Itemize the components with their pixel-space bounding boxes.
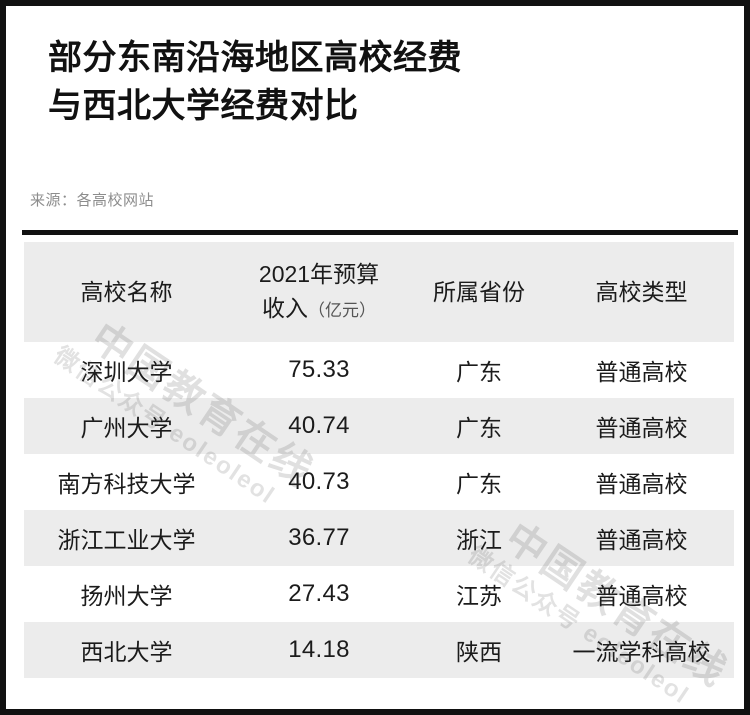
- table-header-row: 高校名称 2021年预算 收入（亿元） 所属省份 高校类型: [24, 242, 734, 342]
- page-title: 部分东南沿海地区高校经费 与西北大学经费对比: [48, 34, 688, 130]
- column-header-value-line2: 收入（亿元）: [229, 291, 409, 328]
- page-inner: 部分东南沿海地区高校经费 与西北大学经费对比 来源：各高校网站 高校名称 202…: [6, 6, 744, 709]
- cell-province: 浙江: [456, 527, 502, 553]
- cell-value: 40.73: [288, 468, 350, 495]
- cell-province: 陕西: [456, 639, 502, 665]
- column-header-value-line1: 2021年预算: [258, 260, 380, 287]
- cell-name: 西北大学: [80, 639, 173, 665]
- cell-type: 一流学科高校: [572, 639, 711, 665]
- column-header-name: 高校名称: [80, 279, 173, 305]
- cell-name: 扬州大学: [80, 583, 173, 609]
- cell-province: 广东: [456, 359, 502, 385]
- cell-value: 75.33: [288, 356, 350, 383]
- cell-province: 江苏: [456, 583, 502, 609]
- cell-type: 普通高校: [595, 583, 688, 609]
- data-table: 高校名称 2021年预算 收入（亿元） 所属省份 高校类型 深圳大学 75.33…: [24, 242, 734, 678]
- table-row: 扬州大学 27.43 江苏 普通高校: [24, 566, 734, 622]
- table-row: 西北大学 14.18 陕西 一流学科高校: [24, 622, 734, 678]
- column-header-value-unit: （亿元）: [308, 300, 376, 320]
- cell-name: 深圳大学: [80, 359, 173, 385]
- cell-value: 14.18: [288, 636, 350, 663]
- title-divider: [22, 230, 738, 235]
- column-header-value-text: 收入: [262, 294, 308, 321]
- table-row: 南方科技大学 40.73 广东 普通高校: [24, 454, 734, 510]
- cell-province: 广东: [456, 471, 502, 497]
- title-line-1: 部分东南沿海地区高校经费: [48, 39, 462, 77]
- cell-name: 浙江工业大学: [57, 527, 196, 553]
- title-line-2: 与西北大学经费对比: [48, 87, 359, 125]
- cell-type: 普通高校: [595, 359, 688, 385]
- source-note: 来源：各高校网站: [30, 192, 155, 209]
- table-row: 广州大学 40.74 广东 普通高校: [24, 398, 734, 454]
- cell-type: 普通高校: [595, 415, 688, 441]
- cell-name: 南方科技大学: [57, 471, 196, 497]
- table-row: 浙江工业大学 36.77 浙江 普通高校: [24, 510, 734, 566]
- cell-value: 36.77: [288, 524, 350, 551]
- table-row: 深圳大学 75.33 广东 普通高校: [24, 342, 734, 398]
- cell-value: 40.74: [288, 412, 350, 439]
- cell-province: 广东: [456, 415, 502, 441]
- column-header-province: 所属省份: [433, 279, 525, 305]
- cell-type: 普通高校: [595, 527, 688, 553]
- cell-type: 普通高校: [595, 471, 688, 497]
- cell-name: 广州大学: [80, 415, 173, 441]
- column-header-value: 2021年预算 收入（亿元）: [229, 257, 409, 328]
- cell-value: 27.43: [288, 580, 350, 607]
- column-header-type: 高校类型: [595, 279, 688, 305]
